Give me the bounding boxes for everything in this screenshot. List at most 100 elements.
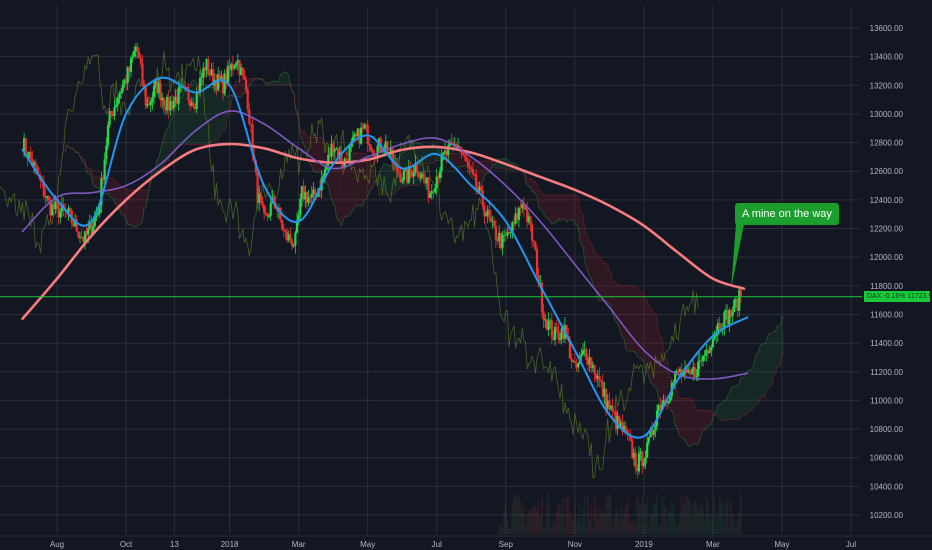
volume-bar: [578, 504, 581, 534]
volume-bar: [659, 523, 662, 534]
candle-body: [95, 215, 98, 218]
volume-bar: [718, 496, 721, 534]
candle-body: [152, 86, 156, 98]
cloud-segment: [694, 405, 697, 445]
volume-bar: [649, 511, 652, 534]
cloud-segment: [704, 410, 707, 430]
candle-body: [249, 123, 253, 125]
candle-body: [484, 215, 488, 217]
cloud-segment: [336, 153, 339, 221]
candle-body: [177, 87, 180, 104]
cloud-segment: [117, 182, 120, 210]
time-axis[interactable]: Aug Oct 13 2018 Mar May Jul Sep Nov 2019 Mar May Jul: [0, 535, 932, 549]
cloud-segment: [561, 194, 564, 220]
candle-body: [609, 405, 613, 410]
candle-body: [417, 172, 420, 178]
candle-body: [458, 145, 461, 149]
candle-body: [489, 217, 493, 222]
volume-bar: [646, 496, 649, 534]
cloud-segment: [571, 194, 574, 221]
candle-body: [443, 150, 447, 153]
cloud-segment: [458, 153, 460, 167]
volume-bar: [682, 504, 685, 534]
candle-body: [167, 96, 170, 111]
volume-bar: [563, 526, 566, 534]
annotation-callout[interactable]: A mine on the way: [735, 203, 839, 225]
cloud-segment: [277, 81, 279, 85]
volume-bar: [559, 505, 562, 534]
y-tick-label: 10600.00: [870, 454, 904, 463]
cloud-segment: [752, 363, 755, 411]
volume-bar: [633, 519, 636, 534]
cloud-segment: [469, 153, 472, 177]
volume-bar: [677, 524, 680, 534]
candle-body: [294, 232, 297, 246]
candle-body: [322, 176, 325, 178]
candle-body: [550, 320, 553, 338]
candle-body: [238, 59, 241, 76]
candle-body: [731, 312, 734, 317]
candle-body: [108, 110, 111, 126]
candle-body: [98, 205, 101, 214]
cloud-segment: [343, 153, 345, 222]
volume-bar: [539, 515, 542, 534]
moving-averages: [21, 76, 749, 439]
candle-body: [473, 173, 476, 175]
volume-bar: [733, 521, 736, 534]
candle-body: [236, 59, 239, 63]
cloud-segment: [252, 78, 255, 81]
candle-body: [685, 367, 688, 373]
cloud-segment: [481, 161, 483, 184]
cloud-segment: [250, 78, 253, 85]
cloud-segment: [765, 337, 768, 395]
x-tick-label: Nov: [568, 540, 582, 549]
cloud-segment: [560, 194, 562, 221]
cloud-segment: [532, 179, 534, 193]
cloud-segment: [94, 176, 97, 188]
candle-body: [724, 310, 728, 313]
volume-bar: [669, 511, 672, 534]
candle-body: [139, 58, 142, 64]
candle-body: [706, 349, 710, 354]
volume-bar: [672, 504, 675, 534]
cloud-segment: [601, 257, 603, 302]
cloud-segment: [596, 254, 598, 299]
cloud-segment: [716, 405, 718, 419]
cloud-segment: [597, 254, 600, 301]
candle-body: [128, 67, 131, 73]
volume-bar: [531, 509, 534, 534]
candle-body: [486, 209, 489, 216]
candle-body: [468, 166, 471, 169]
candle-body: [244, 79, 248, 90]
candle-body: [144, 87, 147, 106]
volume-bar: [654, 504, 657, 534]
candle-body: [532, 240, 535, 242]
candle-body: [78, 236, 82, 238]
volume-bar: [557, 503, 560, 534]
cloud-segment: [622, 285, 625, 340]
price-axis[interactable]: 10200.00 10400.00 10600.00 10800.00 11000.00…: [870, 24, 904, 520]
volume-bar: [588, 519, 591, 534]
candle-body: [723, 312, 726, 329]
volume-bar: [537, 501, 540, 534]
cloud-segment: [116, 182, 118, 205]
cloud-segment: [606, 263, 608, 304]
candle-body: [391, 147, 394, 163]
candle-body: [133, 50, 136, 57]
candle-body: [353, 134, 356, 137]
candle-body: [562, 328, 565, 339]
candle-body: [50, 204, 54, 216]
candle-body: [639, 451, 642, 454]
candle-body: [435, 176, 438, 189]
cloud-segment: [563, 194, 565, 219]
candle-body: [558, 338, 562, 340]
candle-body: [678, 369, 682, 372]
cloud-segment: [165, 129, 168, 164]
volume-bar: [710, 514, 713, 534]
cloud-segment: [640, 291, 643, 361]
cloud-segment: [186, 89, 189, 145]
cloud-segment: [609, 272, 611, 306]
candle-body: [570, 358, 573, 362]
